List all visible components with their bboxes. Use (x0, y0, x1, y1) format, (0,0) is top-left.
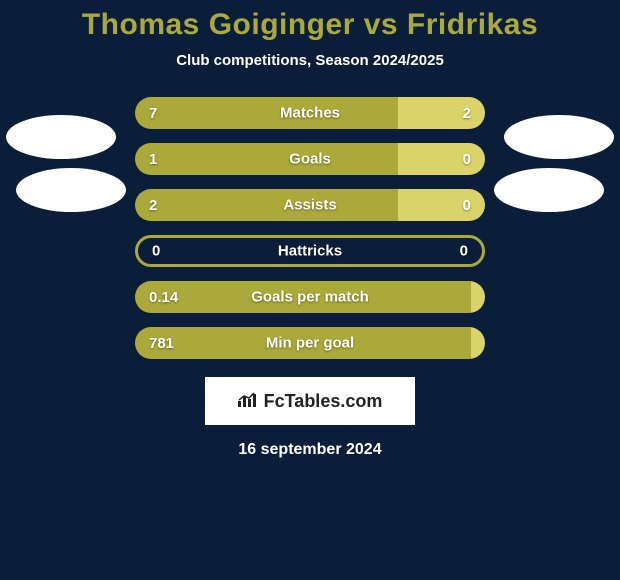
stat-label: Goals per match (251, 289, 369, 306)
stat-left-segment: 2 (135, 189, 398, 221)
date-text: 16 september 2024 (0, 441, 620, 459)
brand-text: FcTables.com (264, 391, 383, 412)
stat-right-segment: 0 (398, 143, 486, 175)
stat-label: Goals (289, 151, 331, 168)
stat-left-value: 1 (149, 151, 157, 168)
stat-right-segment (471, 281, 485, 313)
stat-right-value: 0 (463, 197, 471, 214)
stat-bar: 781 Min per goal (135, 327, 485, 359)
page-title: Thomas Goiginger vs Fridrikas (0, 8, 620, 42)
stat-right-value: 0 (460, 243, 468, 260)
stat-bar: 7 2 Matches (135, 97, 485, 129)
stat-left-value: 2 (149, 197, 157, 214)
subtitle: Club competitions, Season 2024/2025 (0, 52, 620, 69)
stat-bar: 1 0 Goals (135, 143, 485, 175)
stat-bar: 0 0 Hattricks (135, 235, 485, 267)
comparison-bars: 7 2 Matches 1 0 Goals 2 0 Assists 0 0 Hattricks 0.14… (0, 97, 620, 359)
stat-right-value: 2 (463, 105, 471, 122)
stat-label: Matches (280, 105, 340, 122)
stat-right-segment: 0 (398, 189, 486, 221)
stat-left-value: 0.14 (149, 289, 178, 306)
chart-icon (238, 391, 258, 412)
stat-label: Min per goal (266, 335, 354, 352)
stat-right-segment: 2 (398, 97, 486, 129)
stat-right-value: 0 (463, 151, 471, 168)
stat-left-value: 0 (152, 243, 160, 260)
stat-right-segment (471, 327, 485, 359)
stat-left-value: 781 (149, 335, 174, 352)
stat-label: Hattricks (278, 243, 342, 260)
stat-left-segment: 1 (135, 143, 398, 175)
stat-label: Assists (283, 197, 336, 214)
comparison-card: Thomas Goiginger vs Fridrikas Club compe… (0, 0, 620, 580)
brand-badge[interactable]: FcTables.com (205, 377, 415, 425)
stat-bar: 0.14 Goals per match (135, 281, 485, 313)
stat-left-value: 7 (149, 105, 157, 122)
stat-left-segment: 7 (135, 97, 398, 129)
stat-bar: 2 0 Assists (135, 189, 485, 221)
